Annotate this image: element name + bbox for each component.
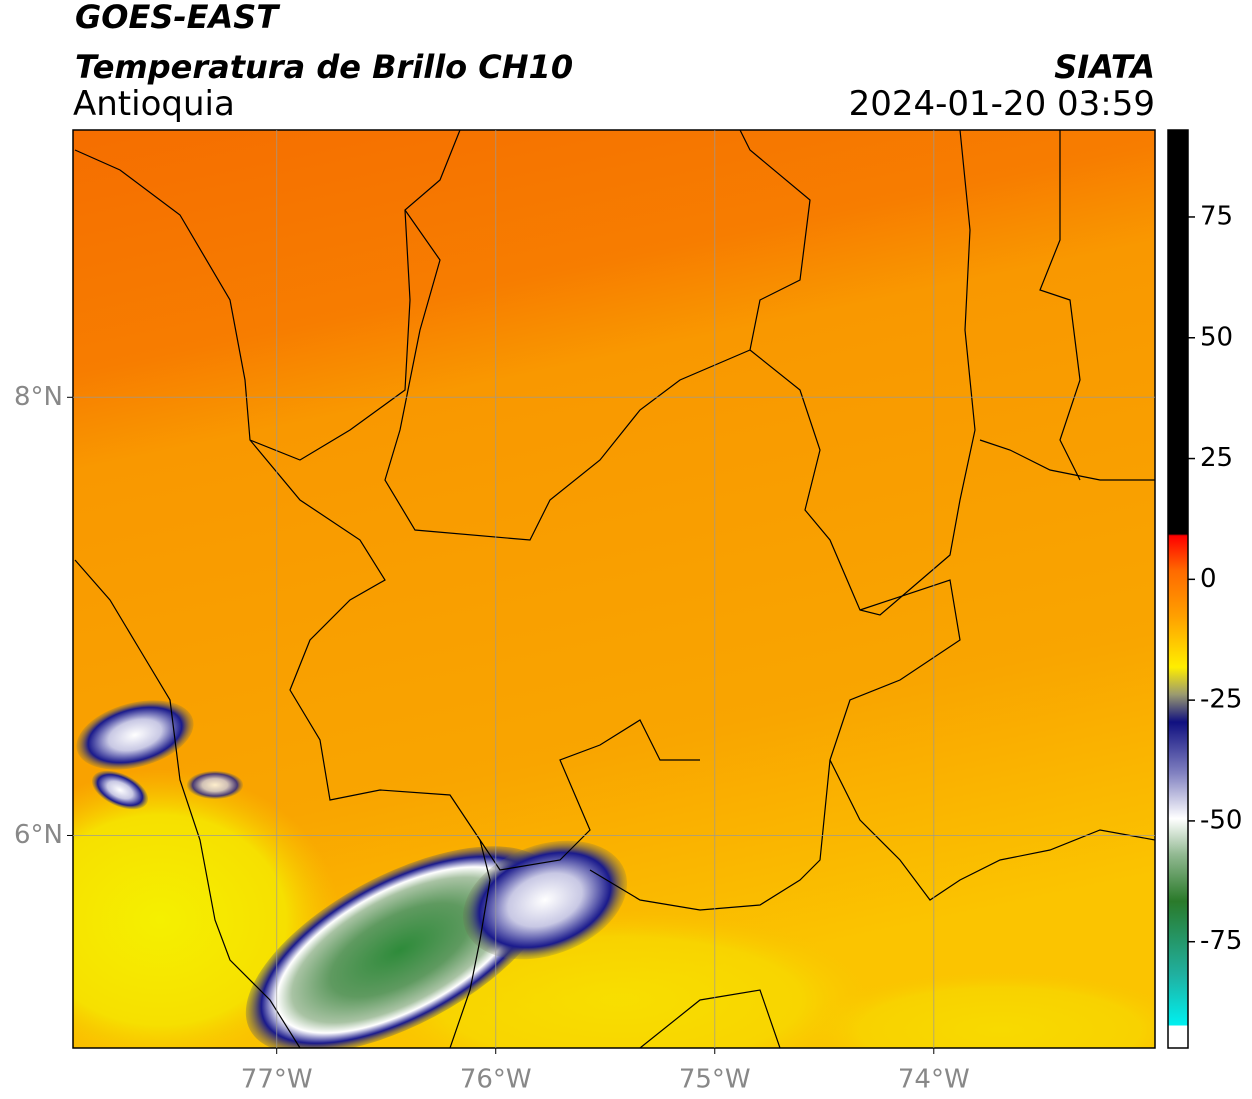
- colorbar-label: 25: [1200, 443, 1233, 473]
- colorbar-label: -25: [1200, 685, 1242, 715]
- lat-label: 6°N: [14, 820, 63, 850]
- colorbar-label: 0: [1200, 564, 1217, 594]
- lat-label: 8°N: [14, 382, 63, 412]
- map-frame: [72, 129, 1156, 1049]
- lon-label: 77°W: [241, 1065, 313, 1095]
- colorbar: [1167, 129, 1189, 1049]
- datetime: 2024-01-20 03:59: [849, 84, 1155, 124]
- region: Antioquia: [73, 84, 235, 124]
- product: Temperatura de Brillo CH10: [75, 48, 573, 86]
- lon-label: 76°W: [460, 1065, 532, 1095]
- lon-label: 75°W: [679, 1065, 751, 1095]
- colorbar-label: 50: [1200, 322, 1233, 352]
- colorbar-label: -50: [1200, 805, 1242, 835]
- source: SIATA: [1054, 48, 1155, 86]
- map-field: [73, 130, 1155, 1048]
- colorbar-label: -75: [1200, 926, 1242, 956]
- satellite: GOES-EAST: [75, 0, 280, 36]
- lon-label: 74°W: [898, 1065, 970, 1095]
- colorbar-label: 75: [1200, 201, 1233, 231]
